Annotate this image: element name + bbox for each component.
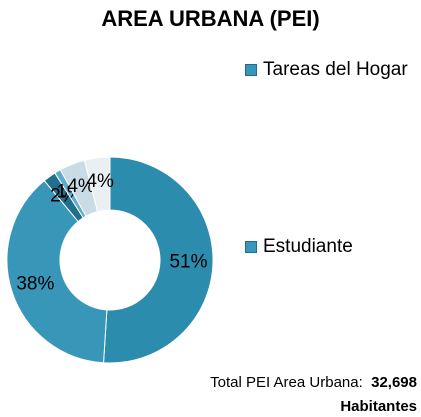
- footer-value: 32,698: [371, 374, 417, 391]
- chart-title: AREA URBANA (PEI): [101, 6, 320, 31]
- data-label: 38%: [16, 273, 54, 294]
- footer-label: Total PEI Area Urbana:: [210, 374, 363, 391]
- slice: [83, 156, 111, 213]
- slice: [6, 179, 108, 364]
- footer-unit: Habitantes: [340, 398, 417, 415]
- legend-swatch: [245, 241, 257, 253]
- slice: [103, 156, 214, 364]
- legend-label: Tareas del Hogar: [263, 59, 408, 80]
- data-label: 51%: [169, 251, 207, 272]
- legend-label: Estudiante: [263, 236, 353, 257]
- legend-item: Estudiante: [245, 232, 415, 262]
- legend-swatch: [245, 64, 257, 76]
- data-label: 4%: [86, 171, 114, 192]
- footer-line: Total PEI Area Urbana: 32,698: [210, 374, 417, 391]
- legend-item: Tareas del Hogar: [245, 55, 415, 85]
- data-label: 4%: [67, 176, 95, 197]
